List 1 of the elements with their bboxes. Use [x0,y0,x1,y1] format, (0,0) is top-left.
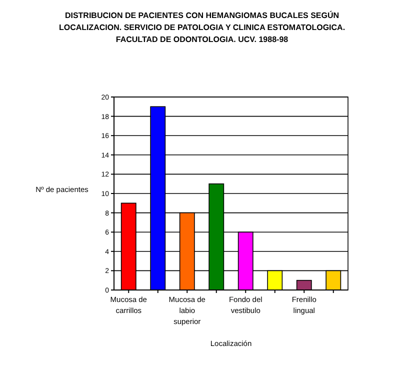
chart-title: DISTRIBUCION DE PACIENTES CON HEMANGIOMAS BUCALES SEGÚN LOCALIZACION. SERVICIO DE PATOLOGIA Y CLINICA ESTOMATOLOGICA. FACULTAD DE ODONTOLOGIA. UCV. 1988-98 [58,10,346,44]
